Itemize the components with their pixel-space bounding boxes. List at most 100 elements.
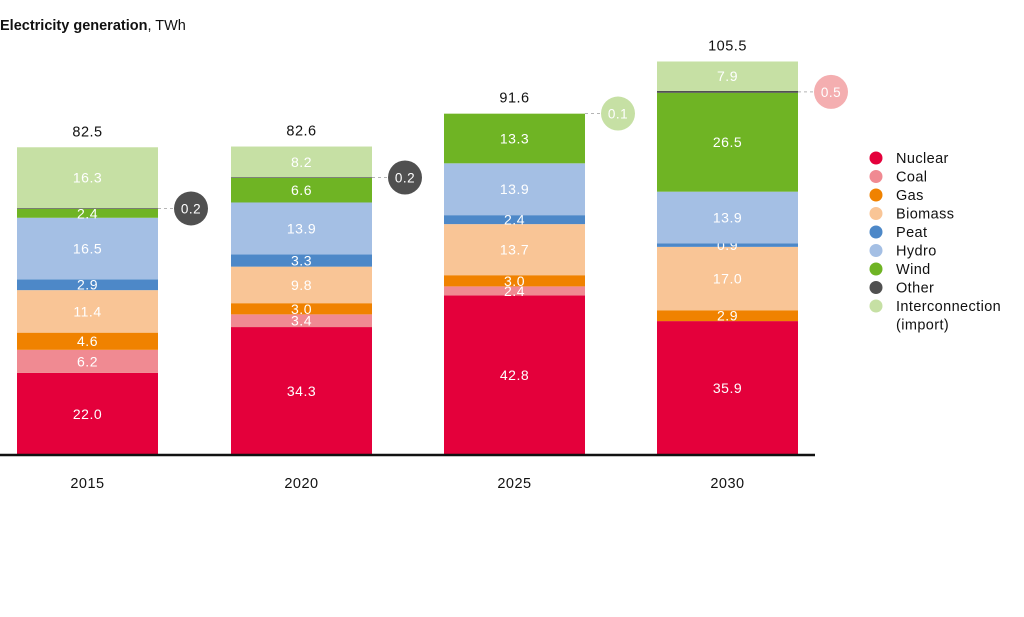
data-label-wind-2025: 13.3 bbox=[500, 131, 529, 147]
data-label-peat-2015: 2.9 bbox=[77, 277, 98, 293]
bar-segment-nuclear-2015 bbox=[17, 372, 158, 455]
bar-segment-hydro-2020 bbox=[231, 202, 372, 255]
callout-label-2015: 0.2 bbox=[181, 201, 201, 216]
bar-segment-interconnection-import-2020 bbox=[231, 146, 372, 178]
callout-badge-2025 bbox=[601, 96, 635, 131]
bar-segment-gas-2015 bbox=[17, 332, 158, 350]
legend-label-other: Other bbox=[896, 281, 934, 297]
data-label-biomass-2025: 13.7 bbox=[500, 242, 529, 258]
callout-label-2025: 0.1 bbox=[608, 107, 628, 122]
data-label-gas-2015: 4.6 bbox=[77, 333, 98, 349]
data-label-gas-2030: 2.9 bbox=[717, 308, 738, 324]
bar-segment-wind-2020 bbox=[231, 177, 372, 203]
total-label-2030: 105.5 bbox=[708, 38, 747, 54]
callout-badge-2030 bbox=[814, 74, 848, 109]
data-label-hydro-2015: 16.5 bbox=[73, 241, 102, 257]
legend-label-nuclear: Nuclear bbox=[896, 151, 949, 167]
legend-swatch-biomass bbox=[869, 207, 883, 220]
bar-segment-interconnection-import-2030 bbox=[657, 61, 798, 91]
bar-segment-hydro-2025 bbox=[444, 163, 585, 216]
bars-layer: 22.0 6.2 4.6 11.4 2.9 16.5 2.4 16.3 82.5 2015 34.3… bbox=[17, 38, 798, 492]
data-label-hydro-2030: 13.9 bbox=[713, 210, 742, 226]
total-label-2020: 82.6 bbox=[286, 124, 316, 140]
data-label-hydro-2025: 13.9 bbox=[500, 181, 529, 197]
chart-title-main: Electricity generation bbox=[0, 18, 147, 34]
bar-segment-biomass-2015 bbox=[17, 290, 158, 333]
data-label-gas-2025: 3.0 bbox=[504, 273, 525, 289]
bar-segment-gas-2020 bbox=[231, 303, 372, 315]
data-label-biomass-2020: 9.8 bbox=[291, 277, 312, 293]
bar-segment-hydro-2030 bbox=[657, 191, 798, 244]
data-label-interconnection-import-2015: 16.3 bbox=[73, 170, 102, 186]
bar-segment-peat-2025 bbox=[444, 215, 585, 225]
callout-badge-2015 bbox=[174, 191, 208, 226]
bar-segment-other-2020 bbox=[231, 177, 372, 178]
callout-label-2020: 0.2 bbox=[395, 170, 415, 185]
bar-segment-nuclear-2020 bbox=[231, 327, 372, 455]
bar-segment-wind-2025 bbox=[444, 113, 585, 164]
total-label-2025: 91.6 bbox=[499, 90, 529, 106]
data-label-coal-2025: 2.4 bbox=[504, 283, 525, 299]
legend: Nuclear Coal Gas Biomass Peat Hydro Wind Other I… bbox=[869, 151, 1001, 334]
bar-segment-other-2030 bbox=[657, 90, 798, 93]
bar-segment-biomass-2020 bbox=[231, 266, 372, 304]
data-label-nuclear-2020: 34.3 bbox=[287, 383, 316, 399]
legend-label-peat: Peat bbox=[896, 225, 927, 241]
bar-segment-nuclear-2030 bbox=[657, 321, 798, 455]
callouts-layer: 0.2 0.2 0.1 0.5 bbox=[158, 74, 848, 226]
data-label-wind-2015: 2.4 bbox=[77, 205, 98, 221]
data-label-coal-2015: 6.2 bbox=[77, 353, 98, 369]
data-label-interconnection-import-2030: 7.9 bbox=[717, 68, 738, 84]
legend-swatch-coal bbox=[869, 170, 883, 183]
bar-segment-interconnection-import-2015 bbox=[17, 147, 158, 209]
data-label-wind-2020: 6.6 bbox=[291, 182, 312, 198]
legend-label-interconnection-import-0: Interconnection bbox=[896, 299, 1001, 315]
bar-segment-coal-2020 bbox=[231, 314, 372, 328]
bar-segment-wind-2015 bbox=[17, 208, 158, 218]
bar-segment-coal-2015 bbox=[17, 349, 158, 373]
legend-swatch-nuclear bbox=[869, 151, 883, 165]
data-label-gas-2020: 3.0 bbox=[291, 301, 312, 317]
legend-label-coal: Coal bbox=[896, 170, 927, 186]
total-label-2015: 82.5 bbox=[72, 124, 102, 140]
chart-title: Electricity generation, TWh bbox=[0, 18, 186, 34]
bar-segment-biomass-2025 bbox=[444, 224, 585, 276]
bar-segment-peat-2020 bbox=[231, 254, 372, 267]
data-label-nuclear-2015: 22.0 bbox=[73, 406, 102, 422]
data-label-wind-2030: 26.5 bbox=[713, 134, 742, 150]
legend-label-wind: Wind bbox=[896, 262, 931, 278]
legend-swatch-peat bbox=[869, 225, 883, 239]
bar-segment-gas-2030 bbox=[657, 310, 798, 322]
legend-label-interconnection-import-1: (import) bbox=[896, 318, 949, 334]
data-label-hydro-2020: 13.9 bbox=[287, 220, 316, 236]
data-label-biomass-2030: 17.0 bbox=[713, 271, 742, 287]
legend-swatch-hydro bbox=[869, 244, 883, 257]
x-tick-label-2020: 2020 bbox=[284, 476, 318, 492]
data-label-peat-2020: 3.3 bbox=[291, 252, 312, 268]
chart-title-unit: TWh bbox=[155, 18, 186, 34]
legend-swatch-other bbox=[869, 281, 883, 294]
chart-title-separator: , bbox=[147, 18, 155, 34]
legend-label-gas: Gas bbox=[896, 188, 924, 204]
data-label-nuclear-2025: 42.8 bbox=[500, 367, 529, 383]
bar-segment-peat-2030 bbox=[657, 243, 798, 247]
legend-swatch-wind bbox=[869, 262, 883, 276]
legend-label-hydro: Hydro bbox=[896, 244, 937, 260]
callout-label-2030: 0.5 bbox=[821, 85, 841, 100]
bar-segment-gas-2025 bbox=[444, 275, 585, 287]
bar-segment-coal-2025 bbox=[444, 286, 585, 296]
data-label-interconnection-import-2020: 8.2 bbox=[291, 154, 312, 170]
bar-segment-peat-2015 bbox=[17, 279, 158, 291]
bar-segment-nuclear-2025 bbox=[444, 295, 585, 455]
legend-swatch-gas bbox=[869, 188, 883, 202]
bar-segment-wind-2030 bbox=[657, 92, 798, 192]
callout-badge-2020 bbox=[388, 160, 422, 195]
data-label-nuclear-2030: 35.9 bbox=[713, 380, 742, 396]
data-label-coal-2020: 3.4 bbox=[291, 313, 312, 329]
x-tick-label-2025: 2025 bbox=[497, 476, 531, 492]
data-label-biomass-2015: 11.4 bbox=[73, 303, 101, 319]
data-label-peat-2025: 2.4 bbox=[504, 212, 525, 228]
legend-label-biomass: Biomass bbox=[896, 207, 954, 223]
legend-swatch-interconnection-import bbox=[869, 299, 883, 313]
